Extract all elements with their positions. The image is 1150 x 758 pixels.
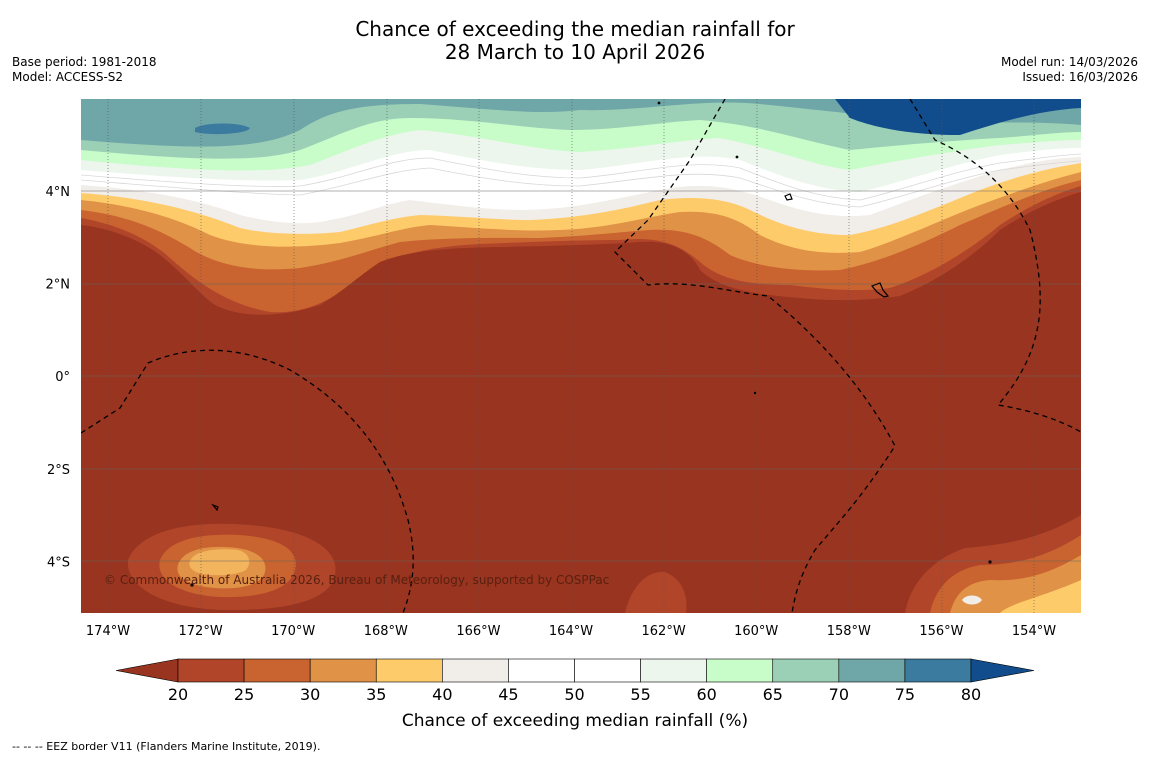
lon-tick-label: 170°W	[271, 624, 315, 639]
colorbar-tick-label: 20	[168, 685, 188, 704]
contour-blob-25-south	[625, 571, 687, 613]
colorbar-tick-label: 70	[829, 685, 849, 704]
latitude-tick-labels: 4°N 2°N 0° 2°S 4°S	[46, 185, 71, 570]
colorbar-segment	[508, 658, 575, 683]
meta-right: Model run: 14/03/2026 Issued: 16/03/2026	[1001, 55, 1138, 85]
colorbar-tick-labels: 20 25 30 35 40 45 50 55 60 65 70 75 80	[168, 685, 981, 704]
lon-tick-label: 164°W	[549, 624, 593, 639]
map-title: Chance of exceeding the median rainfall …	[0, 18, 1150, 64]
meta-left: Base period: 1981-2018 Model: ACCESS-S2	[12, 55, 157, 85]
colorbar-extend-high	[970, 658, 1035, 683]
contour-blob-45-southeast	[962, 595, 982, 605]
colorbar-tick-label: 25	[234, 685, 254, 704]
lat-tick-label: 4°N	[46, 185, 71, 200]
rainfall-contours: © Commonwealth of Australia 2026, Bureau…	[81, 99, 1081, 613]
colorbar-segment	[243, 658, 311, 683]
lon-tick-label: 174°W	[86, 624, 130, 639]
colorbar-segment	[904, 658, 972, 683]
base-period: Base period: 1981-2018	[12, 55, 157, 69]
copyright-notice: © Commonwealth of Australia 2026, Bureau…	[104, 573, 609, 587]
lon-tick-label: 160°W	[734, 624, 778, 639]
colorbar-segment	[706, 658, 774, 683]
lat-tick-label: 2°N	[46, 278, 71, 293]
lat-tick-label: 0°	[55, 370, 70, 385]
contour-blob-75-northwest	[195, 123, 250, 135]
eez-border	[81, 99, 1081, 613]
colorbar-tick-label: 55	[630, 685, 650, 704]
latitude-lines	[81, 190, 1081, 562]
longitude-tick-labels: 174°W 172°W 170°W 168°W 166°W 164°W 162°W 160°W…	[86, 624, 1056, 639]
colorbar-segment	[574, 658, 641, 683]
lon-tick-label: 154°W	[1012, 624, 1056, 639]
title-line-2: 28 March to 10 April 2026	[444, 40, 706, 64]
colorbar-label: Chance of exceeding median rainfall (%)	[402, 711, 748, 731]
eez-legend: -- -- -- EEZ border V11 (Flanders Marine…	[12, 740, 321, 753]
model-run: Model run: 14/03/2026	[1000, 55, 1138, 69]
colorbar-segment	[442, 658, 509, 683]
model-name: Model: ACCESS-S2	[12, 70, 124, 84]
title-line-1: Chance of exceeding the median rainfall …	[355, 17, 795, 41]
colorbar-segment	[640, 658, 707, 683]
lon-tick-label: 166°W	[456, 624, 500, 639]
colorbar	[115, 658, 1035, 683]
lon-tick-label: 172°W	[179, 624, 223, 639]
colorbar-segment	[772, 658, 840, 683]
colorbar-segment	[838, 658, 906, 683]
colorbar-tick-label: 40	[432, 685, 452, 704]
lon-tick-label: 162°W	[642, 624, 686, 639]
contour-blob-40-southeast	[1000, 580, 1081, 613]
colorbar-tick-label: 45	[498, 685, 518, 704]
sub-contour-lines	[81, 153, 1081, 208]
colorbar-extend-low	[115, 658, 179, 683]
lon-tick-label: 158°W	[827, 624, 871, 639]
colorbar-tick-label: 65	[763, 685, 783, 704]
lon-tick-label: 156°W	[919, 624, 963, 639]
colorbar-tick-label: 50	[564, 685, 584, 704]
colorbar-segment	[309, 658, 377, 683]
contour-blob-40-southwest	[189, 549, 250, 576]
colorbar-segment	[177, 658, 245, 683]
colorbar-tick-label: 75	[895, 685, 915, 704]
contour-band-20	[81, 192, 1081, 613]
contour-blob-80-northeast	[835, 99, 1081, 135]
issued-date: Issued: 16/03/2026	[1022, 70, 1138, 84]
colorbar-segment	[375, 658, 443, 683]
colorbar-tick-label: 80	[961, 685, 981, 704]
lat-tick-label: 4°S	[47, 555, 70, 570]
lon-tick-label: 168°W	[364, 624, 408, 639]
colorbar-tick-label: 30	[300, 685, 320, 704]
lat-tick-label: 2°S	[47, 463, 70, 478]
colorbar-tick-label: 60	[696, 685, 716, 704]
islands	[190, 101, 992, 587]
colorbar-tick-label: 35	[366, 685, 386, 704]
